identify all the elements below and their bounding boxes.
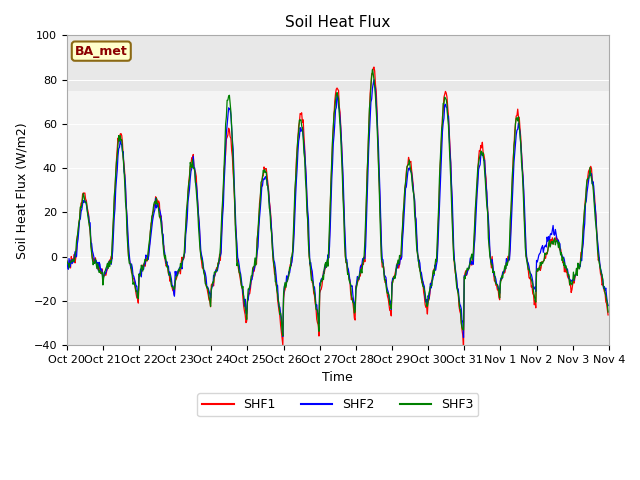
SHF1 [370, 64, 378, 70]
SHF3 [129, 273, 136, 279]
SHF3 [184, 201, 191, 207]
SHF3 [279, 333, 287, 339]
SHF1 [63, 258, 70, 264]
SHF2 [460, 335, 467, 340]
SHF3 [404, 162, 412, 168]
SHF1 [460, 344, 467, 350]
SHF1 [184, 203, 191, 208]
SHF3 [212, 269, 220, 275]
SHF2 [420, 282, 428, 288]
SHF3 [604, 309, 612, 315]
SHF2 [604, 303, 612, 309]
SHF3 [73, 238, 81, 243]
Line: SHF1: SHF1 [67, 67, 608, 347]
Y-axis label: Soil Heat Flux (W/m2): Soil Heat Flux (W/m2) [15, 122, 28, 259]
Bar [67, 91, 609, 301]
X-axis label: Time: Time [323, 371, 353, 384]
SHF3 [369, 67, 376, 72]
Line: SHF2: SHF2 [67, 80, 608, 337]
SHF2 [63, 263, 70, 269]
Title: Soil Heat Flux: Soil Heat Flux [285, 15, 390, 30]
SHF2 [73, 253, 81, 259]
SHF3 [420, 287, 428, 293]
SHF3 [63, 258, 70, 264]
Line: SHF3: SHF3 [67, 70, 608, 336]
SHF1 [129, 271, 136, 276]
Text: BA_met: BA_met [75, 45, 127, 58]
SHF2 [370, 77, 378, 83]
SHF1 [404, 162, 412, 168]
SHF1 [73, 246, 81, 252]
SHF2 [184, 216, 191, 221]
SHF1 [212, 268, 220, 274]
SHF1 [420, 289, 428, 295]
SHF2 [129, 264, 136, 270]
SHF1 [604, 312, 612, 318]
Legend: SHF1, SHF2, SHF3: SHF1, SHF2, SHF3 [197, 394, 478, 417]
SHF2 [212, 267, 220, 273]
SHF2 [404, 169, 412, 175]
